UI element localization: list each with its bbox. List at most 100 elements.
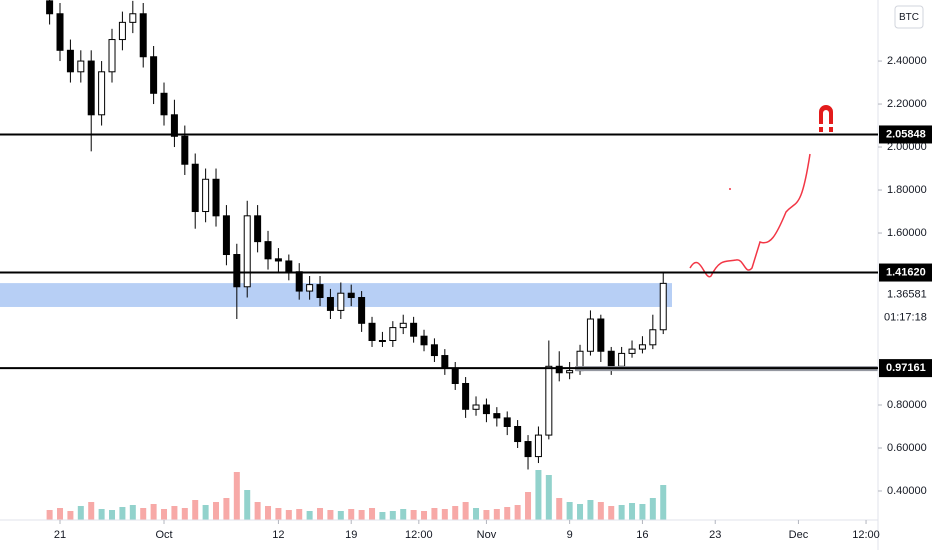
volume-bar [462,502,469,520]
candle-body [368,322,376,342]
candle-body [586,318,594,352]
candle-body [139,13,147,58]
volume-bar [337,511,344,520]
volume-bar [566,502,573,520]
candle-body [191,163,199,213]
projection-drawing [689,153,811,278]
candle-body [337,292,345,311]
support-zone [0,283,672,307]
volume-bar [410,510,417,520]
volume-bar [202,505,209,520]
volume-bar [223,498,230,520]
level-label-box [879,263,932,282]
symbol-button-label[interactable]: BTC [899,12,919,23]
candle-body [87,60,95,116]
candle-body [597,318,605,352]
level-label-box [879,359,932,378]
candle-body [566,370,574,374]
candle-body [378,340,386,343]
y-tick-label: 0.40000 [887,485,927,497]
volume-bar [587,500,594,520]
volume-bar [389,511,396,520]
plot-area [0,0,878,520]
volume-bar [379,512,386,520]
volume-bar [545,475,552,520]
volume-bar [525,492,532,520]
volume-bar [161,509,168,520]
candle-body [202,178,210,213]
y-tick-label: 2.00000 [887,141,927,153]
volume-bar [493,509,500,520]
candle-body [493,413,501,419]
volume-bar [67,511,74,520]
volume-bar [452,506,459,520]
volume-bar [597,502,604,520]
volume-bar [233,472,240,520]
x-tick-label: 21 [54,529,66,541]
level-label: 1.41620 [886,266,926,278]
candle-body [285,260,293,273]
drawing-dot [729,188,731,190]
volume-bar [473,508,480,520]
volume-bar [213,502,220,520]
candle-body [46,0,54,15]
candle-body [503,417,511,427]
candle-body [555,365,563,374]
volume-bar [244,490,251,520]
volume-bar [441,509,448,520]
candle-body [326,297,334,311]
volume-bar [504,507,511,520]
volume-bar [317,508,324,520]
candle-body [212,178,220,217]
candle-body [243,215,251,288]
candle-body [420,335,428,346]
volume-bar [119,507,126,520]
volume-bar [285,510,292,520]
x-tick-label: Nov [477,529,497,541]
volume-bar [46,510,53,520]
candle-body [170,114,178,137]
x-tick-label: 23 [709,529,721,541]
volume-bar [483,510,490,520]
candle-body [649,329,657,346]
volume-bar [327,510,334,520]
symbol-button[interactable] [894,5,924,29]
volume-bar [265,506,272,520]
y-tick-label: 1.80000 [887,184,927,196]
volume-bar [639,504,646,520]
candle-body [441,355,449,369]
candle-body [638,344,646,350]
candle-body [118,21,126,41]
level-label: 2.05848 [886,128,926,140]
x-tick-label: 16 [636,529,648,541]
candle-body [514,425,522,443]
candle-body [98,71,106,116]
candle-body [254,215,262,243]
candle-body [607,350,615,367]
candle-body [181,135,189,165]
volume-bar [431,508,438,520]
volume-bar [369,508,376,520]
volume-bar [629,503,636,520]
y-tick-label: 2.20000 [887,98,927,110]
candle-body [618,352,626,367]
volume-bar [98,509,105,520]
volume-bar [275,508,282,520]
candle-body [222,215,230,256]
volume-bar [296,509,303,520]
x-tick-label: 12:00 [852,529,880,541]
x-tick-label: 9 [567,529,573,541]
y-tick-label: 0.80000 [887,399,927,411]
x-tick-label: Oct [155,529,172,541]
volume-bar [535,470,542,520]
volume-bar [129,505,136,520]
candle-body [482,404,490,415]
volume-bar [421,511,428,520]
candle-body [472,404,480,410]
volume-bar [649,498,656,520]
candle-body [233,254,241,288]
volume-bar [88,502,95,520]
candle-body [306,284,314,292]
